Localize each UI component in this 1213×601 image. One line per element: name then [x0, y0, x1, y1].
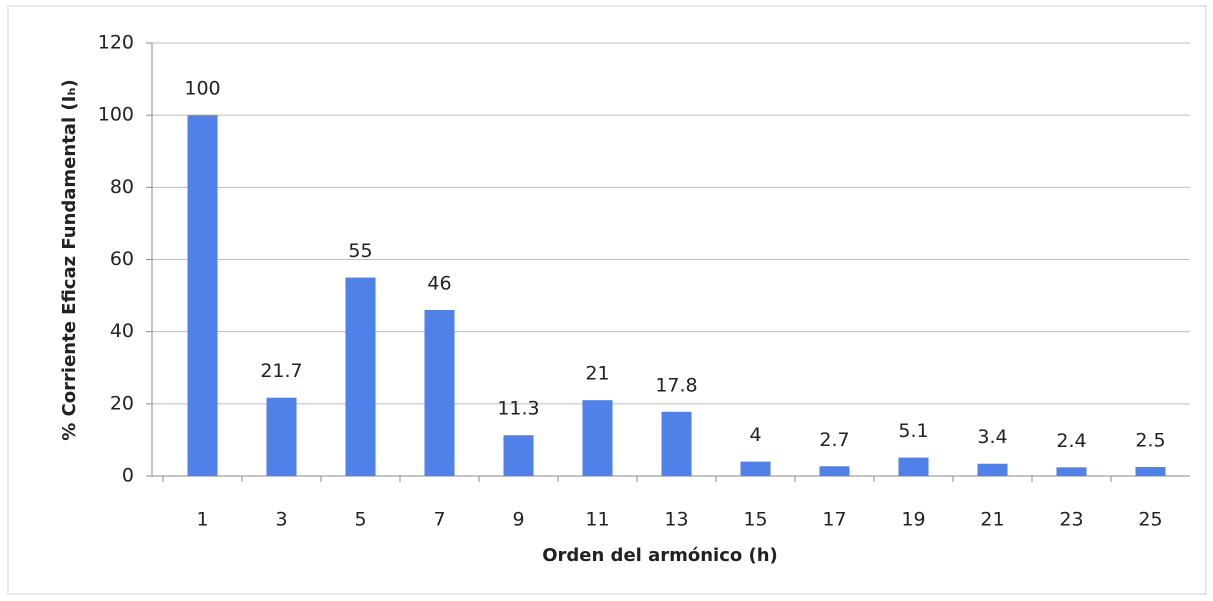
x-tick-label: 17 — [822, 509, 846, 531]
data-label: 3.4 — [977, 426, 1007, 448]
data-label: 2.5 — [1135, 429, 1165, 451]
data-label: 21 — [585, 363, 609, 385]
data-label: 5.1 — [898, 420, 928, 442]
bar — [1135, 466, 1166, 476]
y-axis-title: % Corriente Eficaz Fundamental (Iₕ) — [59, 79, 80, 440]
x-tick-label: 5 — [354, 509, 366, 531]
x-tick-label: 11 — [585, 509, 609, 531]
x-tick-label: 13 — [664, 509, 688, 531]
bar — [1056, 467, 1087, 476]
x-tick-label: 21 — [980, 509, 1004, 531]
data-label: 100 — [184, 78, 220, 100]
data-label: 11.3 — [497, 398, 539, 420]
bar — [266, 397, 297, 476]
y-tick-label: 100 — [98, 104, 134, 126]
bar — [424, 310, 455, 476]
data-label: 46 — [427, 273, 451, 295]
data-label: 2.4 — [1056, 430, 1086, 452]
x-axis-title: Orden del armónico (h) — [542, 545, 778, 566]
x-tick-label: 23 — [1059, 509, 1083, 531]
data-label: 2.7 — [819, 429, 849, 451]
bar — [661, 411, 692, 476]
data-label: 17.8 — [655, 374, 697, 396]
x-tick-label: 7 — [433, 509, 445, 531]
bar — [187, 115, 218, 477]
y-tick-label: 20 — [110, 392, 134, 414]
y-tick-label: 120 — [98, 32, 134, 54]
data-label: 55 — [348, 240, 372, 262]
bar — [740, 461, 771, 476]
data-label: 21.7 — [260, 360, 302, 382]
data-label: 4 — [749, 424, 761, 446]
y-tick-label: 0 — [122, 465, 134, 487]
x-tick-label: 25 — [1138, 509, 1162, 531]
bar — [819, 466, 850, 476]
y-tick-label: 80 — [110, 176, 134, 198]
x-tick-label: 1 — [196, 509, 208, 531]
bar — [345, 277, 376, 476]
bar — [582, 400, 613, 476]
y-tick-label: 60 — [110, 248, 134, 270]
x-tick-label: 19 — [901, 509, 925, 531]
bar — [898, 457, 929, 476]
y-tick-label: 40 — [110, 320, 134, 342]
x-tick-label: 15 — [743, 509, 767, 531]
x-tick-label: 9 — [512, 509, 524, 531]
bar — [977, 463, 1008, 476]
x-tick-label: 3 — [275, 509, 287, 531]
bar — [503, 435, 534, 476]
